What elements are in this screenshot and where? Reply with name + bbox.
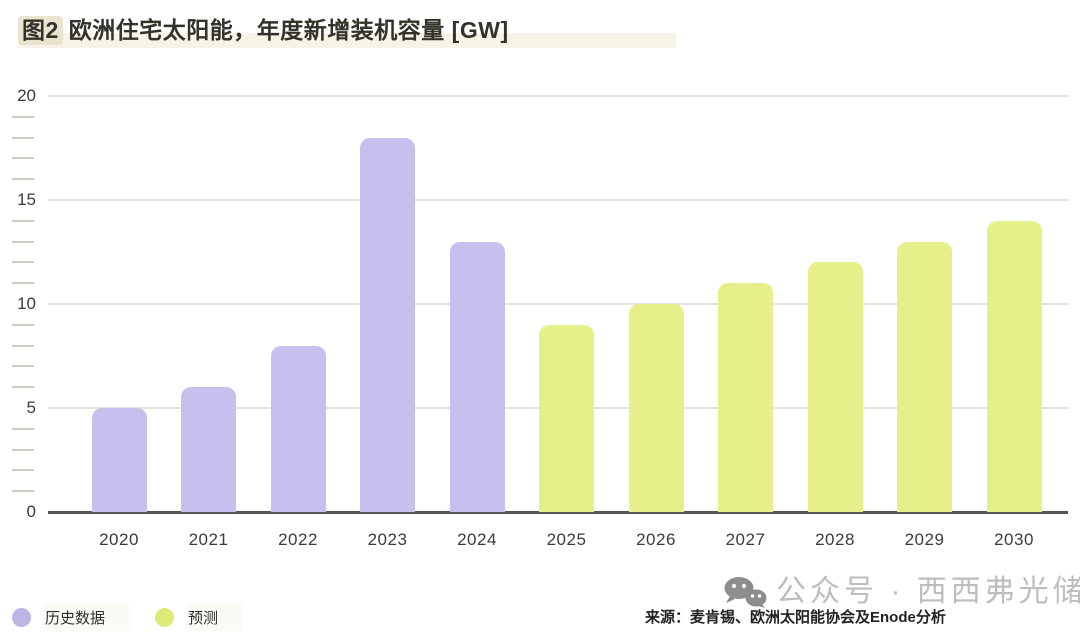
- y-axis-minor-tick: [12, 469, 34, 472]
- bar-2028: [807, 262, 863, 512]
- x-axis-tick-label: 2024: [457, 530, 497, 549]
- y-axis-minor-tick: [12, 240, 34, 243]
- x-axis-tick-label: 2021: [188, 530, 229, 549]
- y-axis-minor-tick: [12, 115, 34, 118]
- y-axis-minor-tick: [12, 157, 34, 160]
- bar-2030: [986, 220, 1042, 512]
- y-axis-minor-tick: [12, 323, 34, 326]
- y-axis-minor-tick: [12, 344, 34, 347]
- bar-2024: [449, 241, 505, 512]
- x-axis-line: [48, 511, 1068, 514]
- x-axis-tick-label: 2030: [994, 530, 1034, 549]
- title-highlight-strip: [18, 33, 676, 48]
- x-axis-tick-label: 2029: [904, 530, 945, 549]
- page-title: 图2 欧洲住宅太阳能，年度新增装机容量 [GW]: [18, 11, 509, 45]
- watermark: 公众号 · 西西弗光储: [722, 576, 1080, 613]
- gridline-y-20: [48, 95, 1068, 97]
- bar-2029: [897, 241, 952, 512]
- watermark-text: 公众号 · 西西弗光储: [776, 575, 1080, 608]
- bar-2027: [718, 283, 773, 512]
- figure-number-badge: 图2: [18, 16, 63, 45]
- x-axis-tick-label: 2022: [278, 530, 318, 549]
- x-axis-tick-label: 2028: [815, 530, 855, 549]
- gridline-y-10: [48, 303, 1068, 305]
- x-axis-tick-label: 2023: [367, 530, 408, 549]
- bar-2023: [360, 137, 415, 512]
- y-axis-minor-tick: [12, 136, 34, 139]
- bar-2020: [91, 408, 147, 512]
- forecast-legend-swatch: [155, 608, 175, 627]
- legend-label: 预测: [186, 604, 243, 631]
- x-axis-tick-label: 2026: [636, 530, 676, 549]
- y-axis-minor-tick: [12, 178, 34, 181]
- gridline-y-15: [48, 199, 1068, 201]
- legend-item-historical: 历史数据: [12, 604, 130, 631]
- source-note: 来源：麦肯锡、欧洲太阳能协会及Enode分析: [645, 609, 946, 626]
- y-axis-minor-tick: [12, 386, 34, 389]
- y-axis-minor-tick: [12, 448, 34, 451]
- chart-legend: 历史数据 预测: [12, 604, 243, 631]
- legend-label: 历史数据: [43, 604, 130, 631]
- x-axis-tick-label: 2020: [99, 530, 139, 549]
- bar-2026: [628, 304, 684, 512]
- y-axis-minor-tick: [12, 490, 34, 493]
- x-axis-tick-label: 2027: [725, 530, 766, 549]
- x-axis-tick-label: 2025: [546, 530, 587, 549]
- historical-legend-swatch: [12, 608, 31, 627]
- y-axis-minor-tick: [12, 261, 34, 264]
- y-axis-tick-label: 10: [17, 294, 36, 313]
- y-axis-minor-tick: [12, 219, 34, 222]
- y-axis-tick-label: 0: [26, 502, 36, 521]
- bar-2022: [270, 345, 326, 512]
- y-axis-tick-label: 5: [26, 398, 36, 417]
- y-axis-minor-tick: [12, 427, 34, 430]
- y-axis-tick-label: 15: [17, 190, 36, 209]
- legend-item-forecast: 预测: [155, 604, 243, 631]
- wechat-icon: [722, 576, 768, 613]
- y-axis-minor-tick: [12, 282, 34, 285]
- figure-title-text: 欧洲住宅太阳能，年度新增装机容量 [GW]: [68, 17, 509, 43]
- bar-2025: [539, 324, 594, 512]
- y-axis-minor-tick: [12, 365, 34, 368]
- bar-2021: [181, 387, 236, 512]
- y-axis-tick-label: 20: [17, 86, 36, 105]
